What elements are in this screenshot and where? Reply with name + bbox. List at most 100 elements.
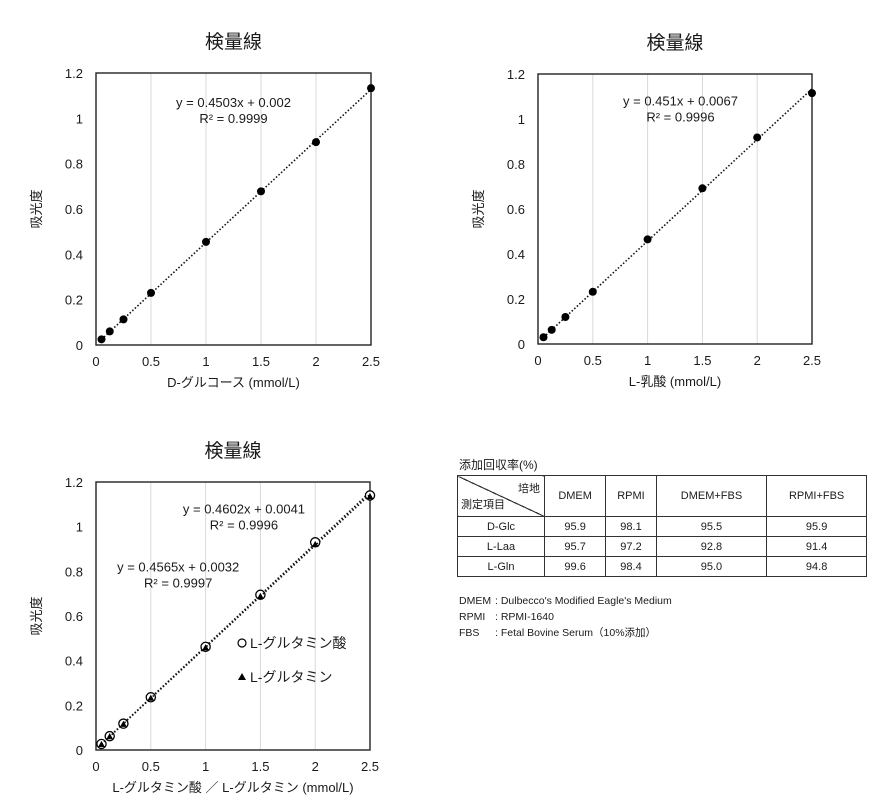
note-key: FBS (459, 627, 480, 639)
y-axis-label: 吸光度 (29, 596, 44, 635)
x-tick-label: 1 (202, 759, 209, 774)
data-point (202, 644, 209, 651)
y-tick-label: 0.8 (65, 157, 83, 172)
plot-frame (537, 73, 813, 345)
data-point (147, 288, 155, 297)
data-point (643, 235, 652, 244)
y-tick-label: 1 (76, 520, 83, 535)
x-axis-label: D-グルコース (mmol/L) (167, 375, 300, 390)
row-label: D-Glc (457, 516, 545, 537)
equation-label: y = 0.4503x + 0.002 (176, 95, 291, 110)
column-header: DMEM+FBS (655, 475, 768, 517)
y-tick-label: 0.4 (65, 247, 83, 262)
table-cell: 95.7 (543, 536, 607, 557)
x-tick-label: 2 (312, 354, 319, 369)
y-tick-label: 0.2 (507, 292, 525, 307)
legend-label: L-グルタミン酸 (250, 635, 346, 651)
x-tick-label: 0.5 (142, 759, 160, 774)
table-row: L-Laa 95.7 97.2 92.8 91.4 (457, 536, 867, 557)
x-tick-label: 0.5 (142, 354, 160, 369)
data-point (367, 84, 375, 93)
table-cell: 91.4 (766, 536, 867, 557)
y-tick-label: 0 (518, 337, 525, 352)
data-point (311, 540, 319, 548)
data-point (97, 335, 106, 344)
y-tick-label: 0.8 (65, 564, 83, 579)
data-point (120, 720, 127, 727)
data-point (98, 740, 105, 748)
trendline (542, 88, 813, 339)
y-tick-label: 1.2 (507, 67, 525, 82)
y-tick-label: 1.2 (65, 66, 83, 81)
y-tick-label: 1 (76, 111, 83, 126)
x-tick-label: 0 (92, 759, 99, 774)
x-tick-label: 1.5 (251, 759, 269, 774)
data-point (808, 89, 816, 98)
x-tick-label: 0.5 (584, 353, 602, 368)
note-line: RPMI: RPMI-1640 (459, 609, 867, 625)
data-point (366, 492, 374, 500)
table-cell: 95.9 (766, 516, 867, 537)
legend-label: L-グルタミン (250, 669, 332, 685)
plot-frame (95, 481, 371, 751)
data-point (588, 287, 597, 296)
column-header: DMEM (543, 475, 607, 517)
x-tick-label: 2 (312, 759, 319, 774)
y-tick-label: 0.2 (65, 293, 83, 308)
corner-medium-label: 培地 (518, 483, 540, 495)
data-point (105, 327, 114, 336)
y-tick-label: 0.4 (65, 654, 83, 669)
chart-title: 検量線 (204, 440, 261, 462)
x-tick-label: 1.5 (693, 353, 711, 368)
x-tick-label: 1 (644, 353, 651, 368)
data-point (119, 315, 128, 324)
data-point (257, 187, 265, 196)
data-point (147, 694, 155, 701)
data-point (561, 313, 570, 321)
plot-frame (95, 72, 372, 346)
y-tick-label: 0 (76, 743, 83, 758)
y-axis-label: 吸光度 (471, 189, 486, 228)
trendline (100, 493, 371, 745)
y-tick-label: 0.6 (65, 202, 83, 217)
column-header: RPMI+FBS (766, 475, 867, 517)
y-axis-label: 吸光度 (29, 189, 44, 228)
recovery-table-panel: 添加回収率(%) 培地 測定項目 DMEM RPMI DMEM+FBS RPMI… (457, 456, 867, 641)
x-tick-label: 1 (202, 354, 209, 369)
chart-title: 検量線 (646, 32, 703, 54)
table-cell: 99.6 (543, 556, 607, 577)
recovery-table-header-row: 培地 測定項目 DMEM RPMI DMEM+FBS RPMI+FBS (457, 475, 867, 517)
row-label: L-Gln (457, 556, 545, 577)
note-line: DMEM: Dulbecco's Modified Eagle's Medium (459, 593, 867, 609)
corner-item-label: 測定項目 (461, 499, 505, 511)
data-point (202, 237, 210, 246)
y-tick-label: 0.8 (507, 157, 525, 172)
data-point (547, 325, 556, 334)
x-tick-label: 2.5 (803, 353, 821, 368)
table-cell: 95.0 (655, 556, 768, 577)
equation-label: R² = 0.9996 (210, 517, 278, 532)
data-point (312, 138, 320, 147)
table-cell: 95.9 (543, 516, 607, 537)
y-tick-label: 0.4 (507, 247, 525, 262)
abbreviation-notes: DMEM: Dulbecco's Modified Eagle's Medium… (459, 593, 867, 641)
x-axis-label: L-グルタミン酸 ／ L-グルタミン (mmol/L) (112, 780, 353, 795)
data-point (753, 133, 762, 142)
x-tick-label: 1.5 (252, 354, 270, 369)
table-cell: 95.5 (655, 516, 768, 537)
note-text: : Dulbecco's Modified Eagle's Medium (495, 595, 672, 607)
x-tick-label: 2.5 (361, 759, 379, 774)
equation-label: y = 0.4602x + 0.0041 (183, 501, 305, 516)
y-tick-label: 0.2 (65, 698, 83, 713)
data-point (539, 333, 548, 342)
note-line: FBS : Fetal Bovine Serum（10%添加） (459, 625, 867, 641)
chart-title: 検量線 (205, 31, 262, 53)
y-tick-label: 1.2 (65, 475, 83, 490)
trendline (100, 88, 372, 341)
table-cell: 98.4 (605, 556, 657, 577)
equation-label: R² = 0.9999 (199, 111, 267, 126)
data-point (698, 184, 707, 193)
note-text: : Fetal Bovine Serum（10%添加） (495, 627, 657, 639)
table-cell: 97.2 (605, 536, 657, 557)
